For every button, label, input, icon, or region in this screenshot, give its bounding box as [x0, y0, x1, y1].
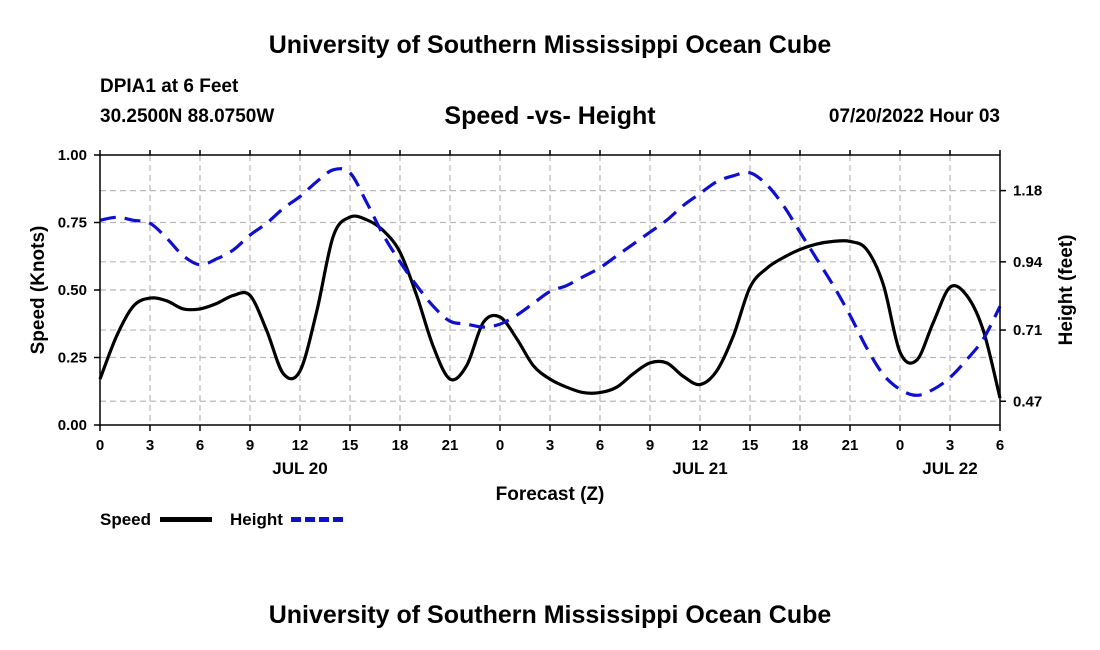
y2-axis-title: Height (feet) [1056, 235, 1077, 346]
y2-tick-label: 1.18 [1013, 183, 1042, 200]
series-layer [98, 167, 1002, 399]
y-tick-label: 0.75 [58, 215, 87, 232]
x-tick-label: 9 [246, 437, 254, 454]
x-tick-label: 0 [896, 437, 904, 454]
legend-height-label: Height [230, 510, 283, 529]
x-tick-label: 9 [646, 437, 654, 454]
x-tick-label: 12 [692, 437, 709, 454]
footer-title: University of Southern Mississippi Ocean… [268, 601, 832, 629]
x-tick-label: 0 [496, 437, 504, 454]
x-tick-label: 3 [946, 437, 954, 454]
x-tick-label: 18 [392, 437, 409, 454]
location-label: 30.2500N 88.0750W [100, 106, 275, 127]
legend-height-swatch [291, 517, 343, 522]
x-tick-label: 0 [96, 437, 104, 454]
x-tick-label: 6 [996, 437, 1004, 454]
axes: 0 3 6 9 12 15 18 21 0 3 6 9 12 15 18 21 0 3 6 0.00 0.25 0.50 0… [28, 147, 1077, 505]
chart-main-title: University of Southern Mississippi Ocean… [268, 31, 832, 59]
height-series-line [99, 167, 1002, 397]
y-tick-label: 0.00 [58, 417, 87, 434]
x-tick-label: 15 [342, 437, 359, 454]
x-day-label: JUL 20 [272, 459, 327, 478]
legend-speed-swatch [160, 517, 212, 522]
y2-tick-label: 0.71 [1013, 322, 1042, 339]
grid-lines [100, 155, 1000, 425]
chart-subtitle: Speed -vs- Height [444, 102, 656, 130]
x-tick-label: 12 [292, 437, 309, 454]
station-label: DPIA1 at 6 Feet [100, 76, 239, 97]
y2-tick-label: 0.47 [1013, 393, 1042, 410]
x-tick-label: 3 [146, 437, 154, 454]
x-tick-label: 21 [442, 437, 459, 454]
y-axis-title: Speed (Knots) [28, 226, 49, 355]
y-tick-label: 0.50 [58, 282, 87, 299]
legend-speed-label: Speed [100, 510, 152, 529]
x-day-label: JUL 22 [922, 459, 977, 478]
x-tick-label: 18 [792, 437, 809, 454]
speed-series-line [98, 214, 1002, 399]
x-tick-label: 6 [196, 437, 204, 454]
y-tick-label: 1.00 [58, 147, 87, 164]
x-tick-label: 15 [742, 437, 759, 454]
x-axis-title: Forecast (Z) [496, 484, 605, 505]
datetime-label: 07/20/2022 Hour 03 [828, 106, 1000, 127]
x-day-label: JUL 21 [672, 459, 727, 478]
x-tick-label: 6 [596, 437, 604, 454]
y2-tick-label: 0.94 [1013, 254, 1043, 271]
x-tick-label: 21 [842, 437, 859, 454]
x-tick-label: 3 [546, 437, 554, 454]
y-tick-label: 0.25 [58, 350, 87, 367]
